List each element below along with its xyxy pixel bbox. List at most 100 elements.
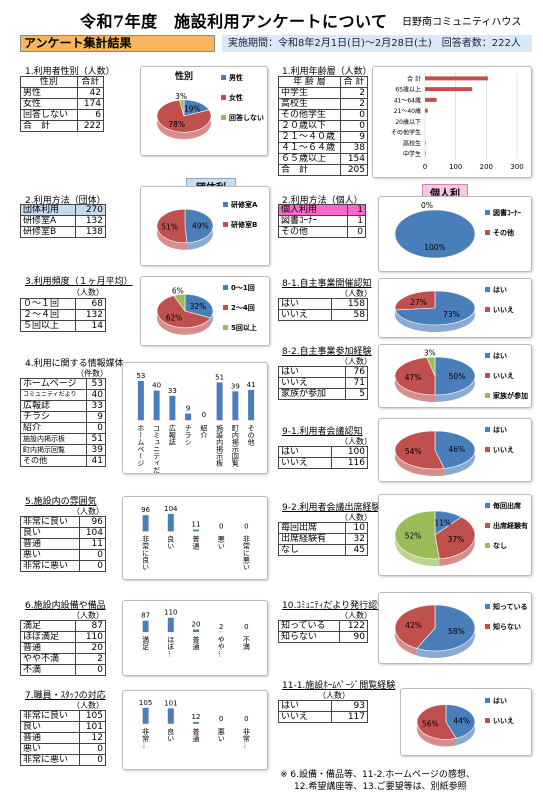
- q92-table: 毎回出席 10 出席経験有 32 なし 45: [278, 522, 369, 556]
- table-cell: 222: [76, 120, 105, 132]
- personal-legend-swatch: [485, 230, 490, 235]
- table-cell: 45: [344, 544, 369, 556]
- freq-pct-label: 6%: [172, 286, 184, 295]
- q91-legend-swatch: [485, 427, 490, 432]
- q82-legend-swatch: [485, 393, 490, 398]
- q91-slice-1: [394, 430, 445, 470]
- media-data-label: 9: [186, 405, 190, 413]
- section-group-title: 2.利用方法（団体）: [25, 196, 106, 206]
- table-cell: やや不満: [19, 653, 77, 665]
- table-cell: 知っている: [277, 620, 341, 632]
- atmos-bar-svg: 96 非常に良い 104 良い 11 普通 0 悪い 0 非常に悪い: [141, 505, 250, 571]
- q111-pct-label: 44%: [453, 716, 470, 725]
- age-category-label: 65歳以上: [395, 86, 421, 94]
- atmos-bar: [167, 513, 174, 532]
- equip-tick-label: ほぼ…: [167, 636, 175, 657]
- media-bar-svg: 53 ホームページ 40 コミュニティだ… 33 広報誌 9 チラシ 0 紹介 51 施設内掲示板 39…: [136, 372, 255, 473]
- table-cell: 普通: [20, 538, 80, 550]
- table-cell: 非常に良い: [20, 516, 80, 528]
- q111-pct-label: 56%: [422, 720, 439, 729]
- table-header: 合 計: [339, 76, 369, 88]
- gender-legend-label: 男性: [229, 73, 243, 82]
- q10-slice-0: [416, 604, 476, 652]
- atmos-data-label: 11: [192, 521, 201, 529]
- media-data-label: 53: [136, 372, 145, 380]
- table-cell: 0: [78, 743, 107, 755]
- table-cell: その他: [278, 226, 348, 238]
- table-cell: 270: [75, 204, 106, 216]
- q82-legend-label: いいえ: [493, 371, 514, 380]
- atmos-data-label: 0: [244, 522, 248, 530]
- media-data-label: 51: [215, 373, 224, 381]
- age-bar: [425, 87, 473, 92]
- table-cell: 87: [75, 620, 106, 632]
- table-cell: 96: [78, 516, 107, 528]
- personal-legend-label: 図書ｺｰﾅｰ: [493, 208, 521, 217]
- table-cell: 38: [339, 142, 369, 154]
- age-bar: [425, 108, 428, 113]
- table-cell: 町内掲示回覧: [19, 444, 88, 456]
- q10-table: 知っている 122 知らない 90: [277, 620, 368, 643]
- freq-legend-swatch: [223, 305, 228, 310]
- table-cell: 104: [78, 527, 107, 539]
- table-cell: 105: [78, 710, 107, 722]
- age-hbar-svg: 0 100 200 300 合 計 65歳以上 41～64歳 21～40歳 20歳以下その他学生…: [391, 73, 524, 171]
- age-tick-label: 200: [480, 163, 493, 171]
- age-category-label: 20歳以下: [395, 118, 421, 126]
- table-cell: 満足: [19, 620, 77, 632]
- staff-bar: [142, 707, 149, 724]
- equip-data-label: 0: [244, 623, 248, 631]
- table-cell: ２０歳以下: [278, 120, 341, 132]
- section-q82-title: 8-2.自主事業参加経験: [282, 347, 372, 357]
- page-title: 令和7年度 施設利用アンケートについて: [80, 12, 388, 31]
- group-chart: 49% 51% 研修室A 研修室B: [140, 186, 270, 266]
- table-cell: 41: [86, 455, 106, 467]
- note-line: ※ 6.設備・備品等、11-2.ホームページの感想、: [280, 770, 475, 780]
- q92-legend-label: なし: [493, 541, 507, 550]
- table-cell: 0: [339, 109, 369, 121]
- section-personal-title: 2.利用方法（個人）: [282, 196, 363, 206]
- freq-slice-2: [173, 293, 186, 312]
- staff-data-label: 101: [164, 699, 177, 707]
- staff-tick-label: 悪い: [217, 728, 225, 742]
- frequency-chart: 32% 62% 6% 0～1回 2～4回 5回以上: [140, 276, 270, 346]
- table-cell: 合 計: [20, 120, 78, 132]
- table-cell: なし: [278, 544, 346, 556]
- table-cell: 90: [339, 631, 368, 643]
- q81-slice-1: [394, 290, 436, 311]
- table-cell: はい: [278, 700, 332, 712]
- table-cell: ４１～６４歳: [278, 142, 341, 154]
- table-cell: 0: [78, 549, 107, 561]
- q82-legend-label: はい: [493, 352, 507, 360]
- table-cell: 施設内掲示板: [19, 433, 88, 445]
- q91-legend-label: いいえ: [493, 445, 514, 454]
- q82-pct-label: 3%: [424, 348, 436, 357]
- table-cell: 132: [75, 309, 106, 321]
- freq-pct-label: 62%: [166, 313, 183, 322]
- freq-pie-svg: 32% 62% 6% 0～1回 2～4回 5回以上: [156, 283, 257, 335]
- equip-bar: [193, 629, 199, 633]
- age-bar: [425, 140, 426, 145]
- equip-tick-label: 不満: [242, 636, 250, 651]
- table-cell: 158: [330, 298, 369, 310]
- table-cell: 非常に悪い: [20, 754, 80, 766]
- table-cell: 116: [330, 457, 369, 469]
- equip-bar: [167, 617, 174, 633]
- table-cell: 団体利用: [19, 204, 77, 216]
- q92-legend-label: 出席経験有: [493, 521, 528, 530]
- media-bar: [137, 380, 144, 421]
- staff-tick-label: 良い: [167, 727, 175, 742]
- q82-slice-0: [434, 356, 476, 396]
- media-tick-label: 町内掲示回覧: [231, 424, 239, 467]
- staff-chart: 105 非常… 101 良い 12 普通 0 悪い 0 非常…: [122, 690, 268, 770]
- section-q111-title: 11-1.施設ﾎｰﾑﾍﾟｰｼﾞ閲覧経験: [282, 681, 396, 691]
- freq-legend-swatch: [223, 325, 228, 330]
- staff-data-label: 0: [219, 715, 223, 723]
- equipment-chart: 87 満足 110 ほぼ… 20 普通 2 やや… 0 不満: [122, 600, 268, 676]
- gender-chart-title: 性別: [175, 70, 193, 82]
- q92-legend-swatch: [485, 503, 490, 508]
- personal-table: 個人利用 1 図書ｺｰﾅｰ 1 その他 0: [278, 204, 367, 238]
